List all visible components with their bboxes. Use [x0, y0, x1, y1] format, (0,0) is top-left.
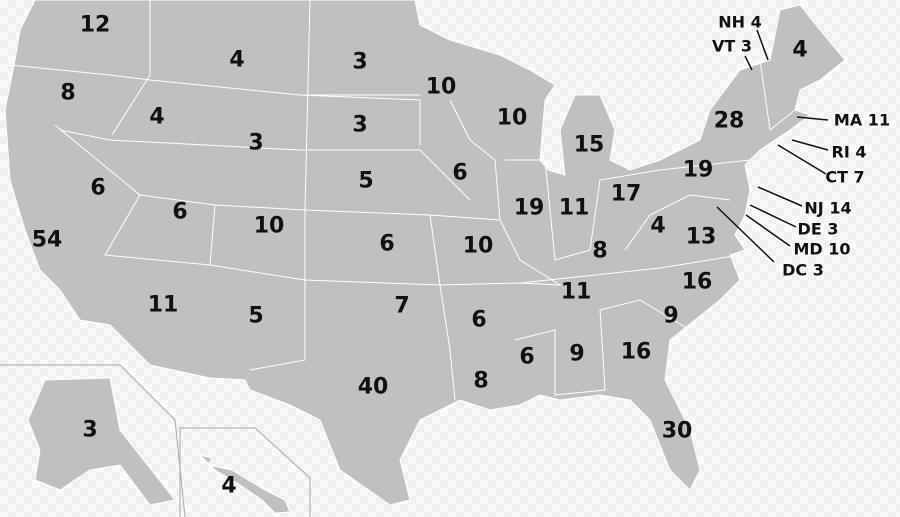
state-label-me: 4 [792, 37, 808, 63]
callout-label-vt: VT 3 [712, 36, 752, 56]
callout-label-nj: NJ 14 [804, 198, 852, 218]
state-label-mt: 4 [229, 47, 245, 73]
callout-label-nh: NH 4 [718, 12, 762, 32]
state-label-ms: 6 [519, 344, 535, 370]
callout-label-ri: RI 4 [831, 142, 867, 162]
state-label-ar: 6 [471, 307, 487, 333]
inset-borders [0, 364, 311, 517]
state-label-mo: 10 [462, 233, 494, 259]
state-label-wy: 3 [248, 130, 264, 156]
state-label-ky: 8 [592, 238, 608, 264]
state-label-wv: 4 [650, 213, 666, 239]
state-label-tx: 40 [357, 374, 389, 400]
callout-label-md: MD 10 [793, 239, 851, 259]
state-label-fl: 30 [661, 418, 693, 444]
hawaii-shape [198, 454, 291, 514]
state-label-or: 8 [60, 80, 76, 106]
state-label-nd: 3 [352, 49, 368, 75]
state-label-ia: 6 [452, 160, 468, 186]
state-label-ut: 6 [172, 199, 188, 225]
state-borders [9, 0, 796, 401]
state-label-ny: 28 [713, 108, 745, 134]
state-label-az: 11 [147, 292, 179, 318]
state-label-ne: 5 [358, 168, 374, 194]
callout-label-de: DE 3 [797, 219, 839, 239]
state-label-tn: 11 [560, 279, 592, 305]
state-label-nv: 6 [90, 175, 106, 201]
alaska-shape [27, 377, 176, 506]
state-label-hi: 4 [221, 473, 237, 499]
state-label-wi: 10 [496, 105, 528, 131]
state-label-nc: 16 [681, 269, 713, 295]
state-label-id: 4 [149, 104, 165, 130]
callout-label-ct: CT 7 [825, 167, 865, 187]
state-label-ks: 6 [379, 231, 395, 257]
state-label-mi: 15 [573, 132, 605, 158]
state-label-la: 8 [473, 368, 489, 394]
state-label-il: 19 [513, 195, 545, 221]
contiguous-us-shape [4, 0, 846, 506]
state-label-ak: 3 [82, 417, 98, 443]
callout-label-ma: MA 11 [833, 110, 891, 130]
state-label-wa: 12 [79, 12, 111, 38]
state-label-nm: 5 [248, 303, 264, 329]
state-label-sd: 3 [352, 112, 368, 138]
state-label-ca: 54 [31, 227, 63, 253]
state-label-ga: 16 [620, 339, 652, 365]
state-label-ok: 7 [394, 293, 410, 319]
state-label-oh: 17 [610, 181, 642, 207]
state-label-mn: 10 [425, 74, 457, 100]
state-label-pa: 19 [682, 157, 714, 183]
state-label-co: 10 [253, 213, 285, 239]
state-label-al: 9 [569, 341, 585, 367]
state-label-sc: 9 [663, 303, 679, 329]
callout-label-dc: DC 3 [782, 260, 824, 280]
callout-leader-lines [716, 29, 829, 263]
state-label-va: 13 [685, 224, 717, 250]
state-label-in: 11 [558, 195, 590, 221]
